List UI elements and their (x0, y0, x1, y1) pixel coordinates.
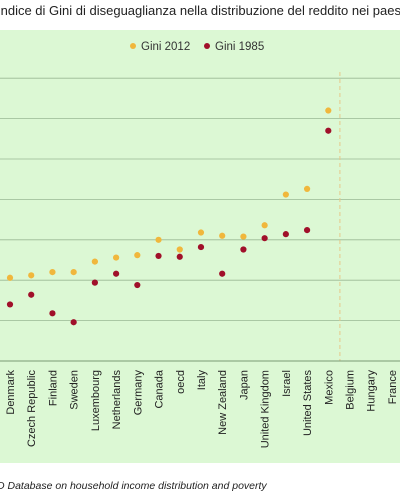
point-gini-2012-mexico (325, 107, 332, 114)
x-tick-label-germany: Germany (132, 370, 144, 416)
point-gini-2012-czech-republic (28, 272, 35, 279)
point-gini-1985-united-kingdom (261, 235, 268, 242)
x-tick-label-sweden: Sweden (69, 370, 81, 410)
point-gini-1985-italy (197, 243, 205, 251)
x-tick-label-luxembourg: Luxembourg (90, 370, 102, 431)
x-tick-label-japan: Japan (238, 370, 250, 400)
point-gini-2012-germany (134, 252, 141, 259)
point-gini-2012-luxembourg (91, 258, 98, 265)
x-tick-label-oecd: oecd (175, 370, 187, 394)
x-tick-label-hungary: Hungary (366, 370, 378, 412)
point-gini-2012-netherlands (113, 254, 120, 261)
point-gini-1985-denmark (6, 301, 14, 308)
point-gini-1985-japan (240, 246, 247, 253)
point-gini-1985-new-zealand (219, 270, 226, 277)
point-gini-2012-israel (282, 191, 289, 198)
point-gini-1985-luxembourg (91, 279, 98, 286)
point-gini-1985-israel (282, 231, 289, 238)
point-gini-1985-united-states (303, 227, 311, 234)
point-gini-1985-sweden (70, 319, 77, 326)
data-points (6, 107, 332, 326)
x-tick-label-france: France (387, 370, 399, 404)
x-tick-label-united-kingdom: United Kingdom (260, 370, 272, 448)
legend-marker-gini-2012 (130, 43, 136, 49)
legend-label-gini-2012: Gini 2012 (141, 41, 190, 53)
point-gini-1985-finland (49, 310, 56, 317)
x-tick-label-united-states: United States (302, 370, 314, 437)
point-gini-1985-mexico (325, 127, 332, 134)
x-tick-label-mexico: Mexico (323, 370, 335, 405)
x-tick-label-italy: Italy (196, 370, 208, 391)
point-gini-2012-finland (49, 269, 56, 276)
source-note: D Database on household income distribut… (0, 480, 267, 492)
point-gini-2012-canada (155, 236, 162, 243)
x-tick-label-israel: Israel (281, 370, 293, 397)
point-gini-2012-new-zealand (219, 232, 226, 239)
x-tick-label-finland: Finland (47, 370, 59, 406)
point-gini-1985-germany (134, 281, 141, 289)
point-gini-1985-czech-republic (28, 291, 35, 298)
point-gini-2012-sweden (70, 269, 77, 276)
x-tick-label-new-zealand: New Zealand (217, 370, 229, 435)
point-gini-2012-oecd (176, 246, 183, 253)
point-gini-1985-netherlands (113, 270, 120, 277)
legend: Gini 2012 Gini 1985 (130, 41, 264, 53)
point-gini-1985-canada (155, 252, 162, 260)
point-gini-2012-japan (240, 233, 247, 240)
x-tick-label-belgium: Belgium (345, 370, 357, 410)
point-gini-2012-united-states (303, 185, 311, 192)
legend-marker-gini-1985 (204, 43, 210, 49)
x-tick-label-canada: Canada (154, 369, 166, 408)
x-tick-label-czech-republic: Czech Republic (26, 370, 38, 448)
legend-label-gini-1985: Gini 1985 (215, 41, 264, 53)
point-gini-2012-united-kingdom (261, 222, 268, 229)
x-tick-label-netherlands: Netherlands (111, 370, 123, 430)
x-axis-ticks: Denmark Czech Republic Finland Sweden Luxemb… (5, 369, 399, 448)
point-gini-2012-denmark (6, 274, 14, 281)
x-tick-label-denmark: Denmark (5, 370, 17, 415)
chart-title: Indice di Gini di diseguaglianza nella d… (0, 3, 400, 18)
point-gini-1985-oecd (176, 253, 183, 260)
point-gini-2012-italy (197, 229, 205, 236)
